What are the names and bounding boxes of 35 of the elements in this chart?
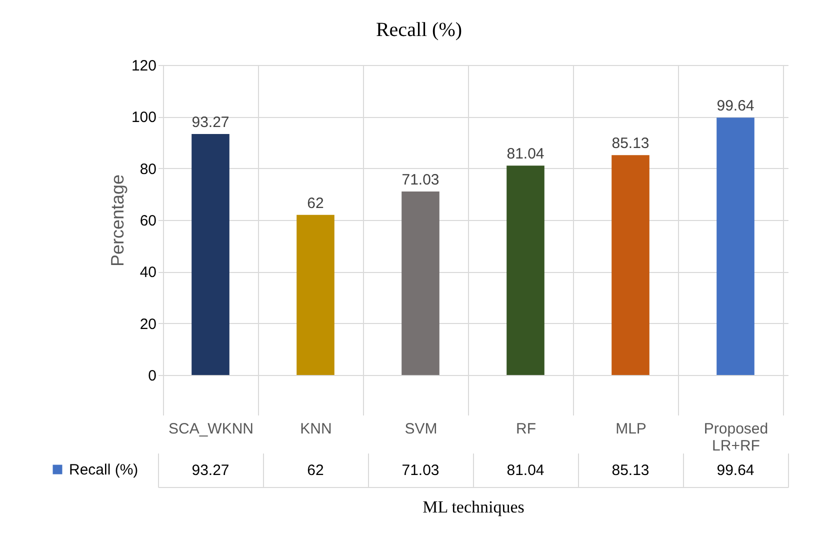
x-tick-label: SVM [404, 420, 438, 438]
y-tick-label: 20 [140, 316, 156, 333]
annotation: 85.13 [612, 135, 650, 152]
x-tick-label: SCA_WKNN [168, 420, 254, 438]
data-label: 93.27 [192, 462, 230, 479]
y-tick-label: 0 [148, 368, 156, 384]
bar [192, 134, 230, 375]
annotation: 99.64 [716, 98, 754, 115]
bar [296, 214, 334, 375]
annotation: 81.04 [506, 146, 544, 163]
legend-label: Recall (%) [69, 462, 138, 478]
y-axis-title: Percentage [107, 174, 128, 267]
data-label: 62 [307, 462, 324, 479]
y-tick-label: 60 [140, 212, 156, 230]
y-tick-label: 100 [131, 109, 156, 126]
y-tick-label: 40 [140, 264, 156, 282]
x-tick-label: RF [516, 420, 536, 438]
annotation: 93.27 [192, 114, 230, 132]
data-label: 71.03 [402, 462, 440, 479]
data-label: 81.04 [506, 462, 544, 479]
bar [716, 118, 754, 375]
x-tick-label: Proposed LR+RF [704, 420, 768, 454]
bar [402, 192, 440, 375]
x-tick-label: MLP [616, 420, 646, 438]
y-tick-label: 80 [140, 160, 156, 178]
x-axis-title: ML techniques [422, 498, 524, 516]
x-tick-label: KNN [300, 420, 332, 438]
data-label: 85.13 [612, 462, 650, 479]
y-tick-label: 120 [131, 58, 156, 74]
annotation: 62 [307, 194, 324, 212]
bar [612, 155, 650, 375]
annotation: 71.03 [402, 172, 440, 189]
bar [506, 166, 544, 375]
data-label: 99.64 [716, 462, 754, 479]
chart-title: Recall (%) [376, 19, 462, 41]
